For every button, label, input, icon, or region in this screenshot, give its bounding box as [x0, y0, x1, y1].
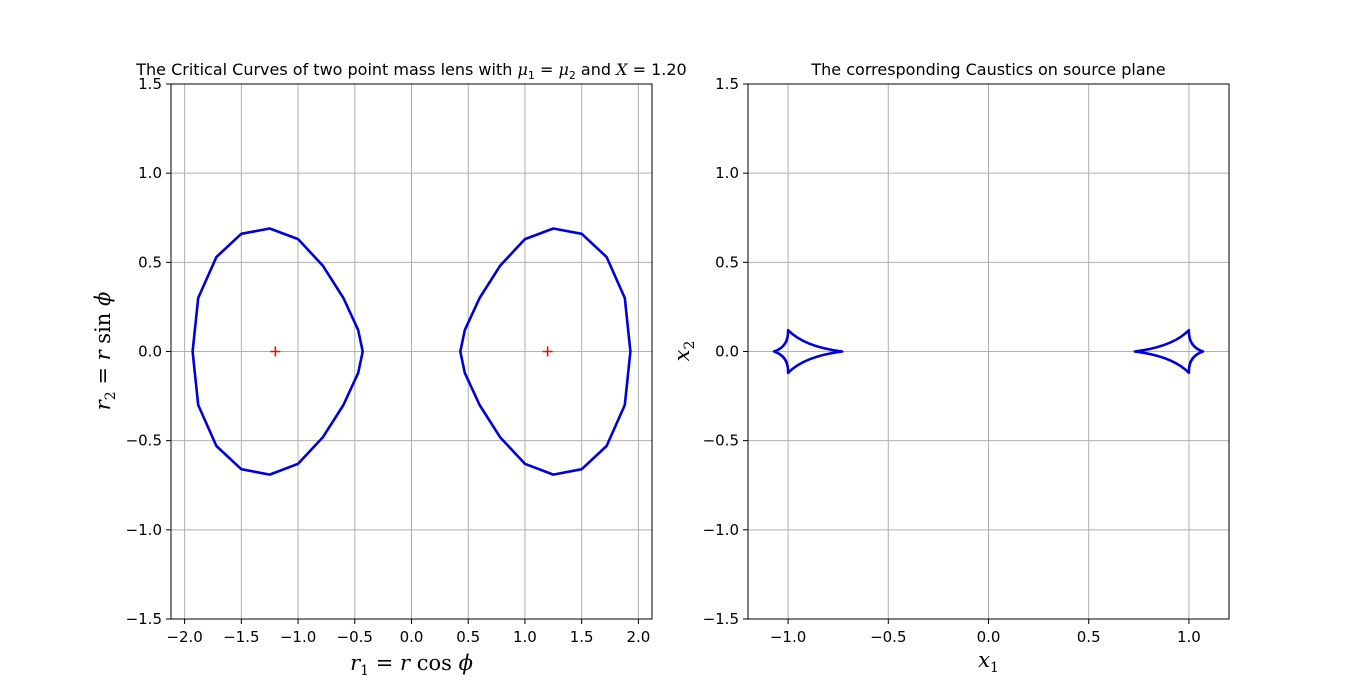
series-layer [772, 328, 1205, 375]
x-tick-label: −1.0 [280, 628, 316, 646]
y-tick-label: 1.0 [715, 164, 739, 182]
y-tick-label: −1.0 [126, 521, 162, 539]
y-tick-label: 1.5 [138, 75, 162, 93]
critical-curve-2 [459, 227, 632, 476]
x-tick-label: 2.0 [626, 628, 650, 646]
x-tick-label: 0.0 [400, 628, 424, 646]
lens-position-marker [542, 346, 553, 357]
x-tick-label: −1.0 [770, 628, 806, 646]
x-tick-label: 0.5 [1077, 628, 1101, 646]
y-tick-label: 0.0 [138, 343, 162, 361]
right-title: The corresponding Caustics on source pla… [810, 60, 1165, 79]
left-ylabel: r2 = r sin ϕ [91, 292, 119, 411]
y-tick-label: 1.0 [138, 164, 162, 182]
lens-position-marker [270, 346, 281, 357]
y-tick-label: 0.5 [715, 253, 739, 271]
x-tick-label: −1.5 [223, 628, 259, 646]
x-tick-label: 1.0 [513, 628, 537, 646]
caustic-2 [1133, 328, 1205, 375]
y-tick-label: −1.5 [703, 610, 739, 628]
caustics-panel: −1.0 −0.5 0.0 0.5 1.0 −1.5 −1.0 −0.5 0.0 0.5 1.0 1.… [670, 60, 1230, 676]
y-tick-label: 1.5 [715, 75, 739, 93]
x-tick-label: 0.5 [456, 628, 480, 646]
right-xlabel: x1 [978, 648, 999, 676]
y-tick-label: 0.0 [715, 343, 739, 361]
x-tick-label: −0.5 [870, 628, 906, 646]
y-tick-label: −0.5 [703, 432, 739, 450]
x-tick-label: −2.0 [166, 628, 202, 646]
caustic-1 [772, 328, 844, 375]
series-layer [191, 227, 632, 476]
left-title: The Critical Curves of two point mass le… [135, 60, 686, 82]
y-tick-label: −0.5 [126, 432, 162, 450]
lens-markers [270, 346, 553, 357]
y-tick-label: −1.0 [703, 521, 739, 539]
x-tick-label: 1.0 [1177, 628, 1201, 646]
grid [748, 83, 1229, 620]
grid [171, 83, 652, 620]
left-xlabel: r1 = r cos ϕ [350, 651, 473, 679]
ticks: −1.0 −0.5 0.0 0.5 1.0 −1.5 −1.0 −0.5 0.0 0.5 1.0 1.… [703, 75, 1201, 646]
critical-curve-1 [191, 227, 364, 476]
ticks: −2.0 −1.5 −1.0 −0.5 0.0 0.5 1.0 1.5 2.0−1.5−1.0−… [126, 75, 651, 646]
right-ylabel: x2 [670, 341, 698, 362]
y-tick-label: 0.5 [138, 253, 162, 271]
y-tick-label: −1.5 [126, 610, 162, 628]
x-tick-label: −0.5 [337, 628, 373, 646]
x-tick-label: 1.5 [570, 628, 594, 646]
x-tick-label: 0.0 [977, 628, 1001, 646]
critical-curves-panel: −2.0 −1.5 −1.0 −0.5 0.0 0.5 1.0 1.5 2.0−1.5−1.0−… [91, 60, 687, 679]
